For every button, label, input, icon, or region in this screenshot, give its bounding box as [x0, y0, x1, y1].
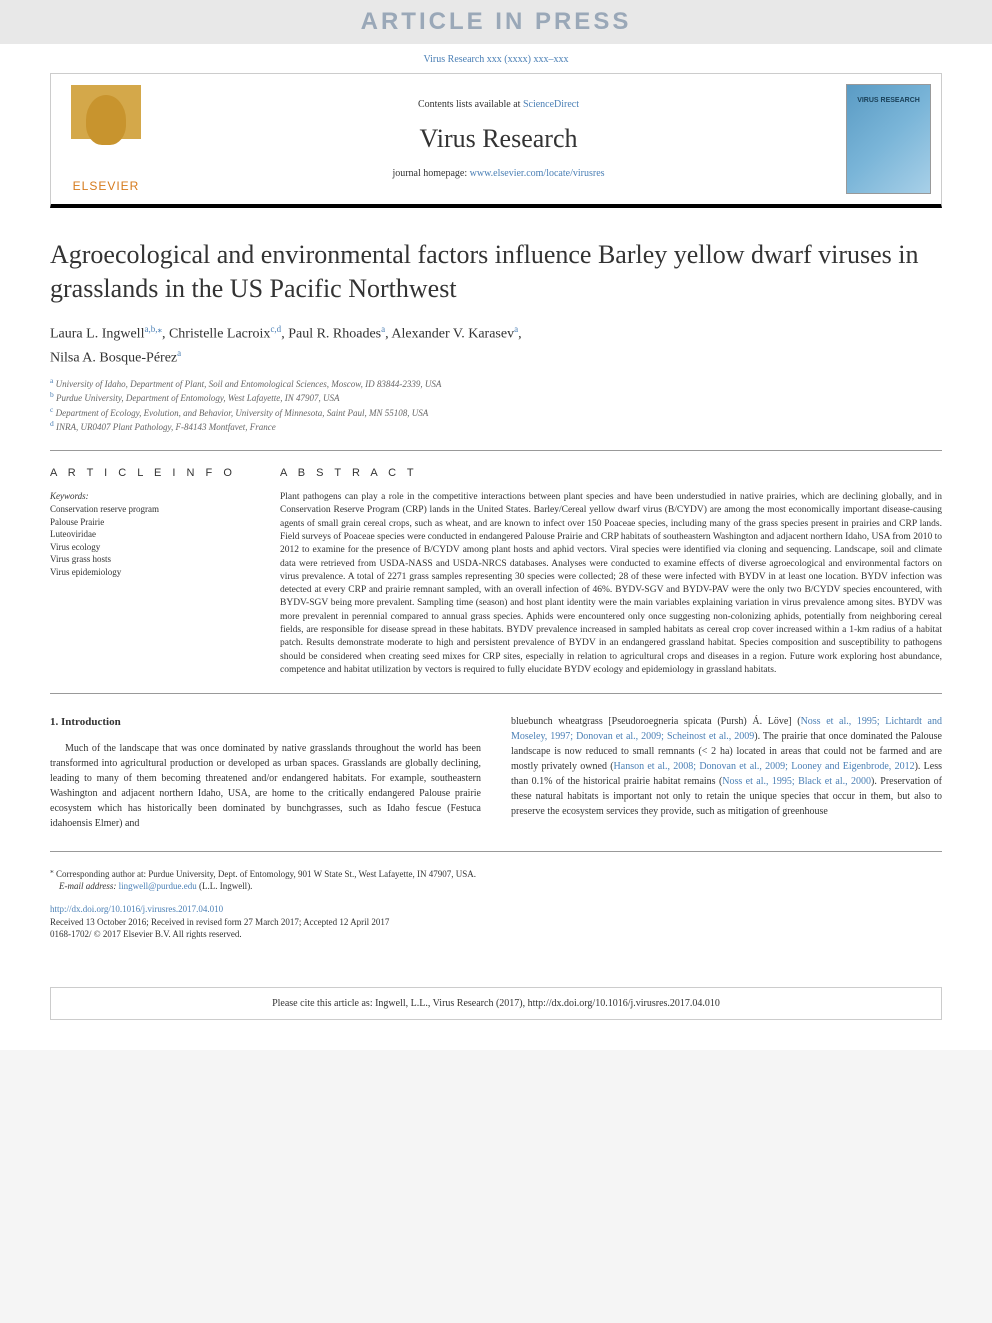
journal-name: Virus Research	[161, 124, 836, 154]
affiliations: a University of Idaho, Department of Pla…	[50, 376, 942, 434]
keywords-label: Keywords:	[50, 491, 250, 501]
copyright: 0168-1702/ © 2017 Elsevier B.V. All righ…	[50, 928, 942, 941]
article-info-header: A R T I C L E I N F O	[50, 467, 250, 479]
doi-link[interactable]: http://dx.doi.org/10.1016/j.virusres.201…	[50, 903, 942, 916]
email-link[interactable]: lingwell@purdue.edu	[119, 881, 197, 891]
article-info-section: A R T I C L E I N F O Keywords: Conserva…	[50, 467, 250, 677]
journal-homepage-line: journal homepage: www.elsevier.com/locat…	[161, 168, 836, 179]
journal-cover-image	[846, 84, 931, 194]
abstract-header: A B S T R A C T	[280, 467, 942, 479]
intro-column-right: bluebunch wheatgrass [Pseudoroegneria sp…	[511, 714, 942, 831]
contents-list-line: Contents lists available at ScienceDirec…	[161, 99, 836, 110]
authors-list: Laura L. Ingwella,b,⁎, Christelle Lacroi…	[50, 322, 942, 370]
elsevier-text: ELSEVIER	[73, 179, 140, 193]
reference-link[interactable]: Noss et al., 1995; Black et al., 2000	[722, 776, 871, 787]
intro-header: 1. Introduction	[50, 714, 481, 731]
citation-header: Virus Research xxx (xxxx) xxx–xxx	[0, 54, 992, 65]
divider	[50, 450, 942, 451]
abstract-section: A B S T R A C T Plant pathogens can play…	[280, 467, 942, 677]
cite-box: Please cite this article as: Ingwell, L.…	[50, 987, 942, 1020]
article-in-press-banner: ARTICLE IN PRESS	[0, 0, 992, 44]
article-title: Agroecological and environmental factors…	[50, 238, 942, 306]
elsevier-logo: ELSEVIER	[51, 74, 161, 204]
abstract-text: Plant pathogens can play a role in the c…	[280, 491, 942, 677]
keywords-list: Conservation reserve program Palouse Pra…	[50, 503, 250, 579]
footer-section: ⁎ Corresponding author at: Purdue Univer…	[50, 851, 942, 941]
received-dates: Received 13 October 2016; Received in re…	[50, 916, 942, 929]
reference-link[interactable]: Hanson et al., 2008; Donovan et al., 200…	[614, 761, 915, 772]
journal-header: ELSEVIER Contents lists available at Sci…	[50, 73, 942, 208]
journal-homepage-link[interactable]: www.elsevier.com/locate/virusres	[470, 168, 605, 179]
sciencedirect-link[interactable]: ScienceDirect	[523, 99, 579, 110]
divider	[50, 693, 942, 694]
intro-column-left: 1. Introduction Much of the landscape th…	[50, 714, 481, 831]
